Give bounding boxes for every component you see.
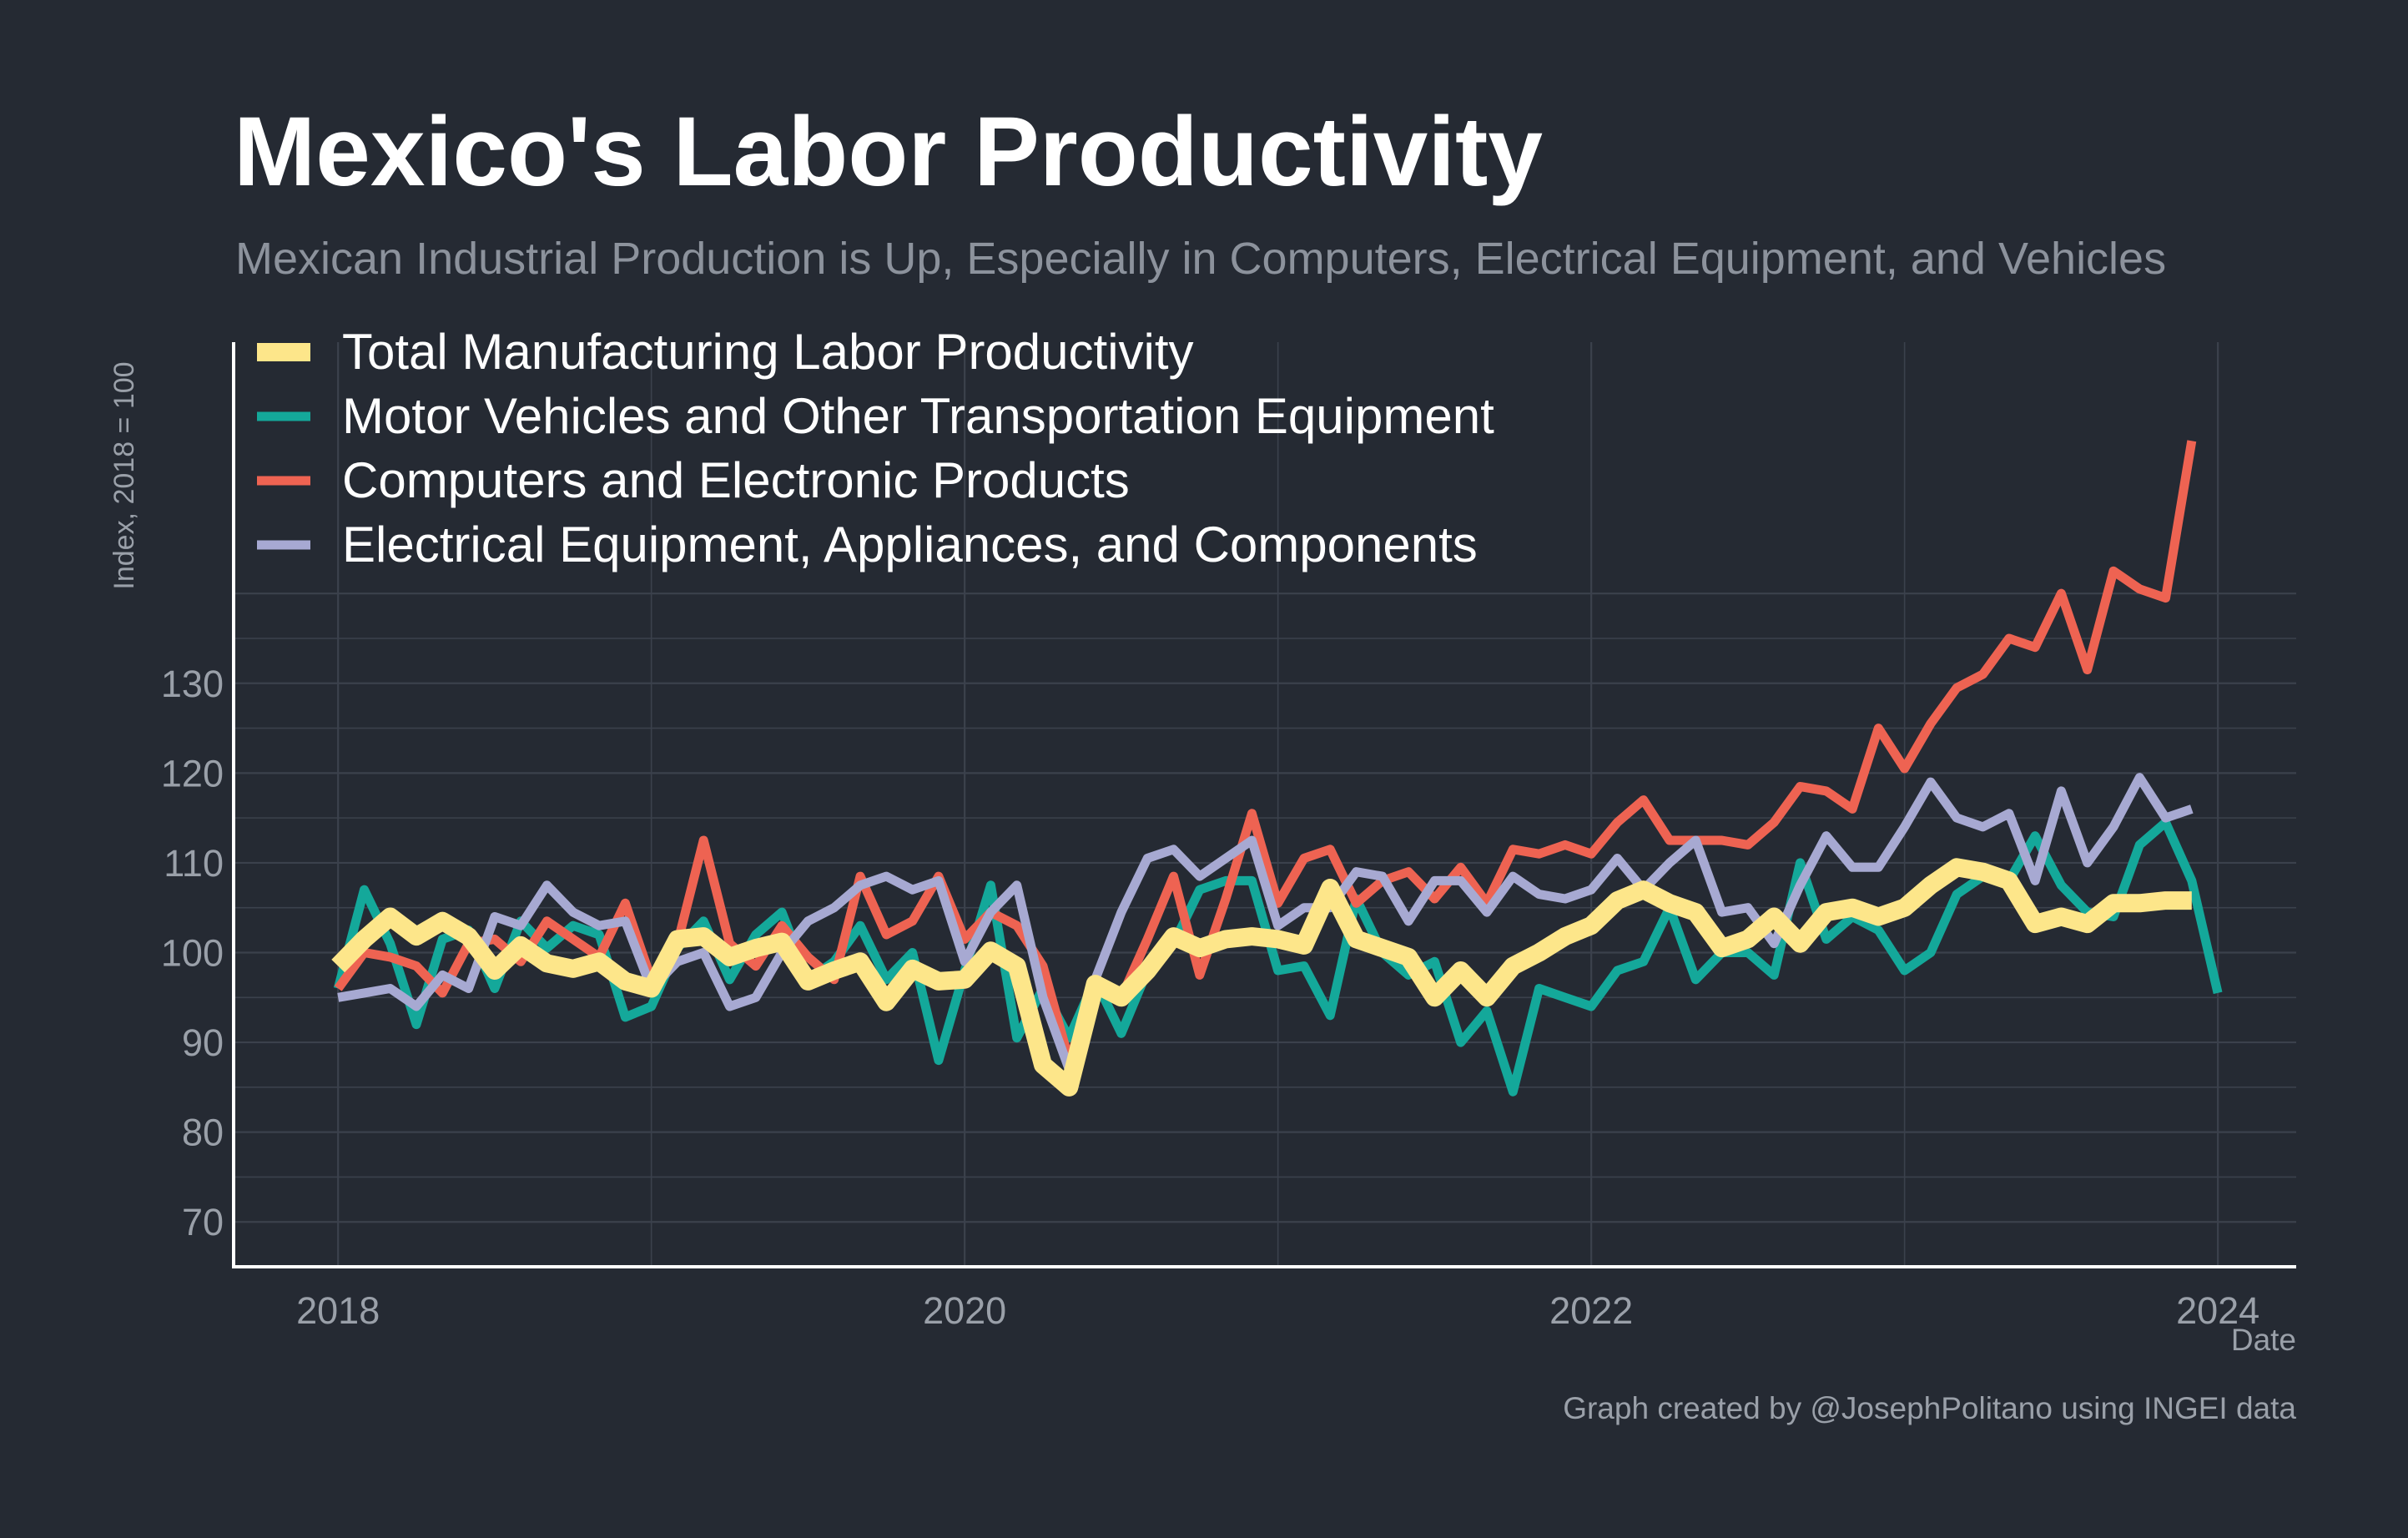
- x-axis-label: Date: [2231, 1323, 2296, 1357]
- y-tick-label: 120: [161, 752, 224, 794]
- chart-caption: Graph created by @JosephPolitano using I…: [1563, 1391, 2296, 1425]
- y-axis-label: Index, 2018 = 100: [108, 361, 140, 589]
- y-tick-label: 130: [161, 663, 224, 705]
- x-tick-label: 2020: [923, 1289, 1006, 1332]
- chart-title: Mexico's Labor Productivity: [234, 97, 1543, 207]
- gridlines: [234, 342, 2296, 1268]
- legend: Total Manufacturing Labor Productivity Mo…: [257, 324, 1494, 572]
- y-tick-label: 80: [182, 1112, 224, 1154]
- y-tick-label: 110: [164, 842, 224, 885]
- x-tick-label: 2018: [296, 1289, 380, 1332]
- x-tick-label: 2024: [2176, 1289, 2259, 1332]
- y-tick-label: 70: [182, 1201, 224, 1243]
- series-line-0: [331, 858, 2192, 1097]
- series-lines: [331, 440, 2223, 1097]
- y-axis-ticks: 70 80 90 100 110 120 130: [161, 663, 224, 1243]
- legend-label-1: Motor Vehicles and Other Transportation …: [342, 388, 1494, 444]
- y-tick-label: 90: [182, 1021, 224, 1064]
- x-axis-ticks: 2018 2020 2022 2024: [296, 1289, 2259, 1332]
- x-tick-label: 2022: [1549, 1289, 1633, 1332]
- series-line-1: [333, 818, 2223, 1097]
- legend-label-2: Computers and Electronic Products: [342, 452, 1130, 508]
- axes: [232, 342, 2296, 1268]
- legend-label-0: Total Manufacturing Labor Productivity: [342, 324, 1194, 380]
- chart-subtitle: Mexican Industrial Production is Up, Esp…: [235, 234, 2166, 284]
- legend-label-3: Electrical Equipment, Appliances, and Co…: [342, 517, 1478, 572]
- y-tick-label: 100: [161, 931, 224, 974]
